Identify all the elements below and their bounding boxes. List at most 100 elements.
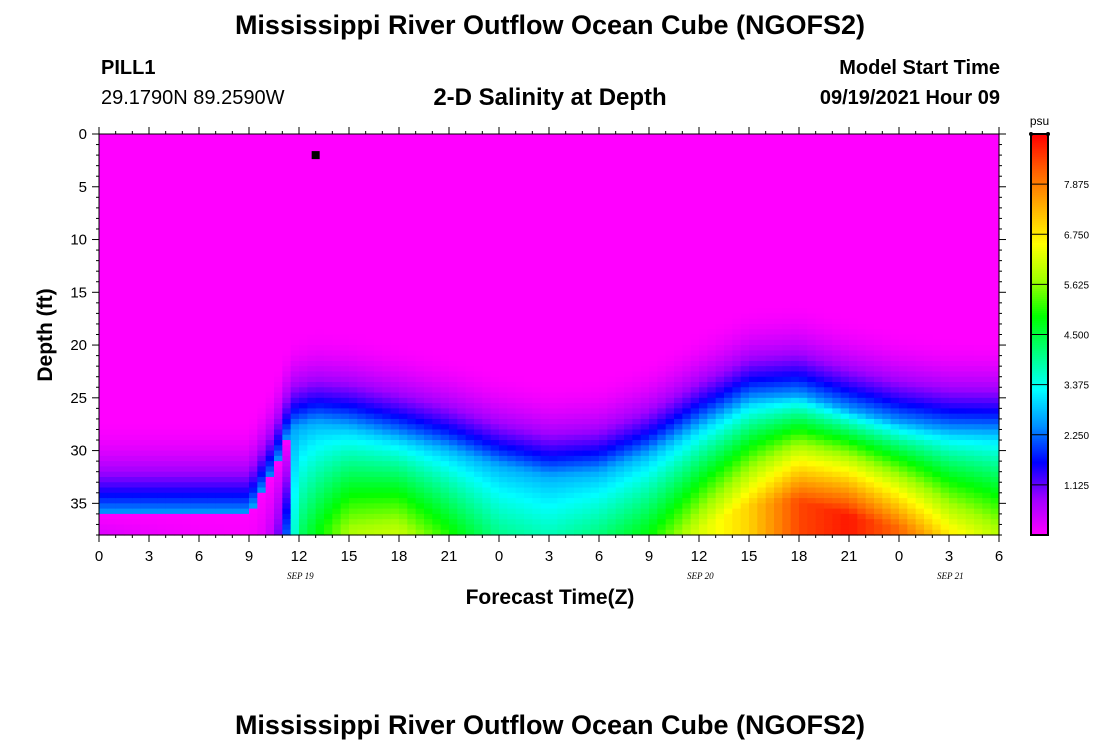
heatmap-cell — [624, 281, 633, 288]
heatmap-cell — [474, 466, 483, 473]
heatmap-cell — [615, 265, 625, 272]
heatmap-cell — [624, 134, 633, 140]
heatmap-cell — [224, 139, 233, 146]
heatmap-cell — [365, 297, 375, 304]
heatmap-cell — [274, 529, 283, 536]
heatmap-cell — [349, 239, 358, 246]
heatmap-cell — [557, 387, 567, 394]
heatmap-cell — [107, 471, 117, 478]
heatmap-cell — [457, 371, 467, 378]
heatmap-cell — [340, 461, 350, 468]
heatmap-cell — [465, 144, 475, 151]
heatmap-cell — [349, 228, 358, 235]
heatmap-cell — [640, 366, 650, 373]
heatmap-cell — [140, 265, 150, 272]
heatmap-cell — [390, 513, 400, 520]
heatmap-cell — [440, 192, 450, 198]
heatmap-cell — [574, 250, 583, 256]
heatmap-cell — [99, 170, 108, 177]
heatmap-cell — [274, 302, 283, 309]
heatmap-cell — [432, 350, 442, 357]
heatmap-cell — [349, 392, 358, 399]
heatmap-cell — [465, 170, 475, 177]
heatmap-cell — [424, 160, 433, 167]
heatmap-cell — [165, 281, 175, 288]
heatmap-cell — [282, 371, 292, 378]
heatmap-cell — [357, 192, 367, 198]
heatmap-cell — [124, 218, 133, 225]
heatmap-cell — [549, 471, 558, 478]
heatmap-cell — [499, 381, 508, 388]
heatmap-cell — [265, 508, 275, 515]
heatmap-cell — [440, 276, 450, 283]
heatmap-cell — [224, 155, 233, 161]
heatmap-cell — [549, 149, 558, 156]
heatmap-cell — [140, 207, 150, 214]
heatmap-cell — [499, 376, 508, 383]
heatmap-cell — [507, 308, 517, 314]
heatmap-cell — [382, 345, 392, 351]
heatmap-cell — [515, 519, 525, 526]
heatmap-cell — [215, 287, 225, 293]
heatmap-cell — [482, 397, 492, 404]
heatmap-cell — [199, 487, 208, 494]
heatmap-cell — [282, 281, 292, 288]
heatmap-cell — [299, 424, 308, 431]
heatmap-cell — [165, 466, 175, 473]
heatmap-cell — [440, 471, 450, 478]
heatmap-cell — [349, 371, 358, 378]
heatmap-cell — [615, 498, 625, 504]
heatmap-cell — [115, 424, 125, 431]
heatmap-cell — [532, 445, 542, 452]
heatmap-cell — [407, 144, 417, 151]
heatmap-cell — [157, 239, 167, 246]
heatmap-cell — [315, 413, 325, 420]
heatmap-cell — [515, 424, 525, 431]
heatmap-cell — [399, 366, 408, 373]
heatmap-cell — [557, 250, 567, 256]
heatmap-cell — [407, 503, 417, 510]
heatmap-cell — [299, 429, 308, 436]
heatmap-cell — [390, 381, 400, 388]
heatmap-cell — [507, 455, 517, 462]
heatmap-cell — [357, 181, 367, 188]
heatmap-cell — [565, 149, 575, 156]
heatmap-cell — [282, 376, 292, 383]
heatmap-cell — [590, 476, 600, 483]
heatmap-cell — [624, 155, 633, 161]
heatmap-cell — [174, 440, 183, 446]
heatmap-cell — [290, 413, 300, 420]
heatmap-cell — [440, 413, 450, 420]
heatmap-cell — [182, 397, 192, 404]
heatmap-cell — [574, 429, 583, 436]
heatmap-cell — [324, 323, 333, 330]
heatmap-cell — [207, 476, 217, 483]
heatmap-cell — [324, 287, 333, 293]
heatmap-cell — [482, 323, 492, 330]
heatmap-cell — [615, 366, 625, 373]
heatmap-cell — [232, 429, 242, 436]
heatmap-cell — [232, 461, 242, 468]
heatmap-cell — [474, 366, 483, 373]
heatmap-cell — [624, 524, 633, 531]
heatmap-cell — [390, 498, 400, 504]
heatmap-cell — [282, 318, 292, 325]
heatmap-cell — [149, 503, 158, 510]
heatmap-cell — [157, 218, 167, 225]
heatmap-cell — [490, 529, 500, 536]
heatmap-cell — [432, 207, 442, 214]
heatmap-cell — [174, 455, 183, 462]
heatmap-cell — [499, 287, 508, 293]
heatmap-cell — [232, 440, 242, 446]
heatmap-cell — [399, 228, 408, 235]
heatmap-cell — [365, 149, 375, 156]
heatmap-cell — [424, 144, 433, 151]
heatmap-cell — [232, 202, 242, 209]
heatmap-cell — [457, 202, 467, 209]
heatmap-cell — [115, 345, 125, 351]
heatmap-cell — [190, 418, 200, 425]
heatmap-cell — [249, 418, 258, 425]
heatmap-cell — [340, 265, 350, 272]
heatmap-cell — [390, 339, 400, 346]
heatmap-cell — [332, 408, 342, 415]
